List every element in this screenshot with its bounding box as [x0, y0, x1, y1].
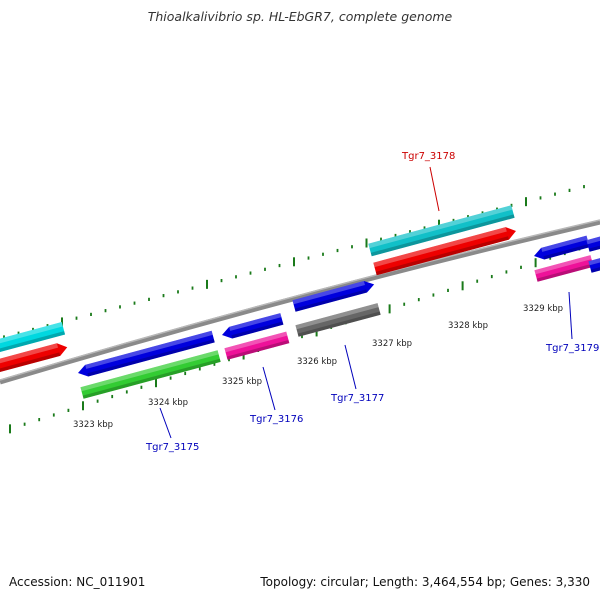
gene-arrow[interactable]: [292, 279, 375, 312]
scale-label: 3324 kbp: [148, 398, 188, 408]
gene-arrow-shadow: [297, 311, 381, 337]
gene-arrow[interactable]: [295, 303, 381, 337]
gene-arrow[interactable]: [76, 330, 215, 379]
accession-text: Accession: NC_011901: [9, 575, 146, 589]
gene-arrow-shadow: [231, 321, 284, 339]
gene-arrow-shadow: [294, 289, 368, 312]
gene-arrow-shine: [80, 350, 219, 392]
gene-label: Tgr7_3178: [401, 151, 455, 162]
gene-arrow-shine: [586, 234, 600, 245]
gene-arrow-shine: [534, 255, 592, 275]
gene-arrow-body: [586, 234, 600, 252]
gene-arrow[interactable]: [0, 341, 69, 375]
gene-arrow-body: [78, 330, 215, 377]
gene-arrow-shine: [588, 256, 600, 266]
gene-arrow-body: [222, 313, 284, 339]
scale-label: 3328 kbp: [448, 321, 488, 331]
gene-arrow[interactable]: [368, 205, 515, 257]
scale-label: 3327 kbp: [372, 339, 412, 349]
gene-arrow-shine: [229, 313, 282, 331]
gene-arrow[interactable]: [220, 313, 284, 341]
scale-label: 3325 kbp: [222, 377, 262, 387]
gene-arrow-shine: [373, 227, 507, 268]
gene-arrow-body: [80, 350, 221, 399]
gene-arrow[interactable]: [224, 331, 290, 360]
gene-arrow-shine: [224, 331, 288, 353]
gene-arrow-shadow: [0, 331, 66, 355]
gene-arrow-shine: [292, 280, 365, 305]
gene-arrow-shadow: [0, 352, 61, 375]
gene-arrow-body: [224, 331, 290, 360]
gene-label: Tgr7_3179: [545, 343, 599, 354]
gene-label-leader: [159, 407, 172, 439]
gene-arrow-shadow: [375, 236, 509, 276]
gene-arrow-body: [534, 235, 590, 260]
gene-arrow-shadow: [543, 244, 590, 260]
gene-label-leader: [429, 166, 440, 212]
gene-arrow-shadow: [226, 339, 290, 360]
genome-summary-text: Topology: circular; Length: 3,464,554 bp…: [260, 575, 590, 589]
gene-arrow-body: [534, 255, 594, 282]
backbone-highlight: [0, 219, 600, 381]
gene-arrow-body: [0, 343, 68, 375]
gene-arrow-shine: [295, 303, 379, 330]
gene-arrow-body: [373, 227, 516, 276]
scale-label: 3323 kbp: [73, 420, 113, 430]
gene-arrow-body: [292, 280, 375, 312]
gene-arrow-body: [368, 205, 515, 257]
gene-arrow-body: [295, 303, 381, 337]
gene-arrow[interactable]: [532, 235, 590, 262]
gene-arrow[interactable]: [373, 225, 517, 276]
gene-label-leader: [262, 366, 276, 411]
gene-arrow[interactable]: [0, 321, 66, 355]
gene-arrow-shadow: [370, 214, 515, 257]
scale-label: 3326 kbp: [297, 357, 337, 367]
gene-arrow[interactable]: [534, 255, 594, 282]
gene-label: Tgr7_3176: [249, 414, 303, 425]
gene-arrow-shine: [0, 343, 59, 367]
gene-arrow[interactable]: [586, 234, 600, 252]
scale-label: 3329 kbp: [523, 304, 563, 314]
genome-backbone: [0, 219, 600, 385]
gene-arrow-shadow: [590, 264, 600, 273]
gene-arrow-shadow: [87, 339, 215, 377]
gene-arrow-shine: [0, 321, 63, 347]
map-title: Thioalkalivibrio sp. HL-EbGR7, complete …: [147, 9, 453, 24]
gene-arrow-shadow: [82, 358, 221, 399]
gene-arrow-body: [0, 321, 66, 355]
gene-arrow-shine: [541, 235, 588, 252]
gene-arrow[interactable]: [80, 350, 221, 399]
gene-label-leader: [344, 344, 357, 390]
gene-arrow-shine: [85, 330, 213, 369]
gene-arrow-shine: [368, 205, 513, 249]
gene-label: Tgr7_3177: [330, 393, 384, 404]
gene-label-leader: [568, 291, 573, 340]
gene-arrow-shadow: [536, 263, 594, 282]
gene-label: Tgr7_3175: [145, 442, 199, 453]
